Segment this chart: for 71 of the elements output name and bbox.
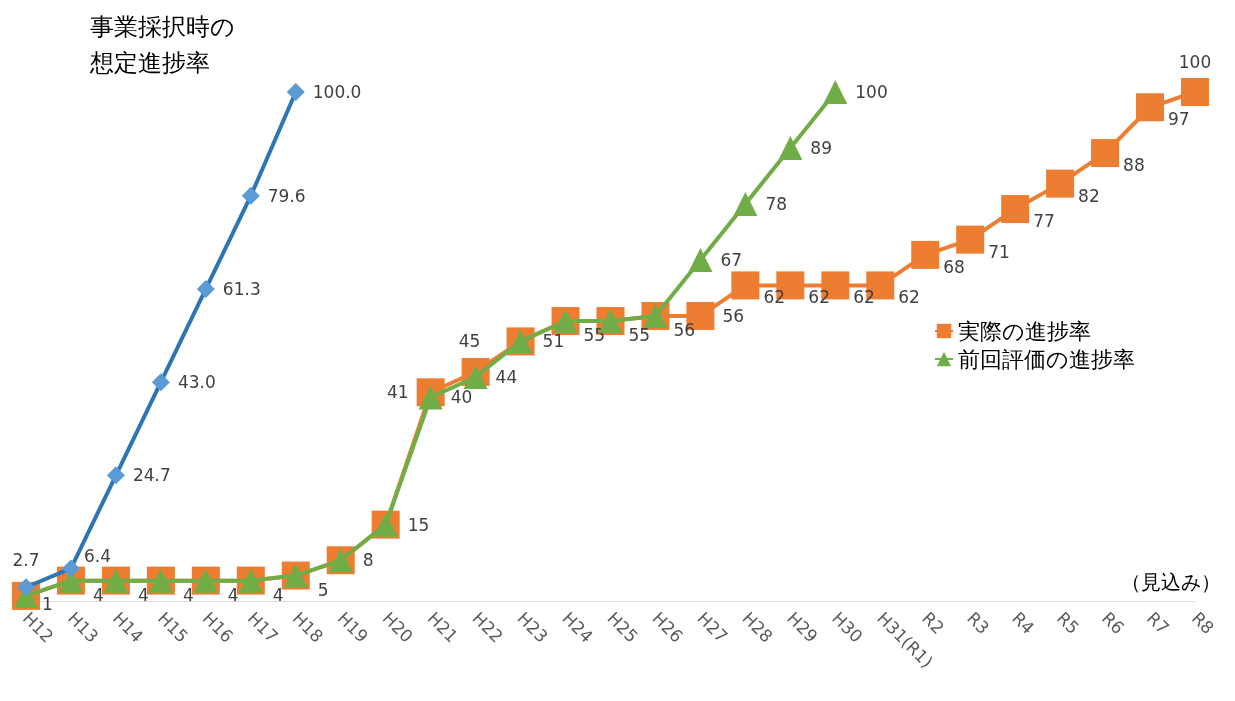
data-label: 4	[137, 584, 149, 605]
data-label: 71	[988, 241, 1010, 262]
data-label: 44	[495, 367, 518, 388]
point	[196, 279, 215, 298]
point	[151, 373, 170, 392]
point	[1046, 169, 1075, 198]
data-label: 15	[407, 514, 430, 535]
x-tick-label: R3	[963, 607, 994, 639]
data-label: 77	[1033, 211, 1055, 232]
x-tick-label: H27	[693, 607, 732, 647]
point	[956, 225, 985, 254]
data-label: 4	[227, 584, 239, 605]
x-tick-label: R8	[1187, 607, 1219, 639]
data-label: 62	[898, 287, 920, 308]
legend-label: 前回評価の進捗率	[958, 346, 1135, 372]
point	[911, 240, 940, 269]
data-label: 2.7	[12, 549, 40, 570]
data-label: 1	[42, 593, 53, 614]
data-label: 5	[317, 579, 329, 600]
data-label: 45	[458, 331, 481, 352]
data-label: 62	[853, 287, 875, 308]
point	[731, 271, 760, 300]
data-label: 56	[722, 305, 745, 326]
x-tick-label: R4	[1008, 607, 1039, 639]
point	[1136, 93, 1165, 122]
data-label: 51	[542, 331, 565, 352]
data-label: 79.6	[267, 185, 306, 206]
text: 事業採択時の想定進捗率	[89, 13, 235, 77]
x-tick-label: H17	[243, 607, 283, 647]
legend-label: 実際の進捗率	[958, 318, 1091, 344]
data-label: 4	[272, 584, 284, 605]
data-label: 4	[92, 584, 104, 605]
data-label: 78	[765, 193, 788, 214]
data-label: 62	[763, 287, 786, 308]
data-label: 88	[1123, 155, 1145, 176]
point	[1181, 78, 1209, 106]
point	[286, 83, 305, 101]
data-label: 100.0	[312, 82, 362, 102]
point	[1091, 139, 1120, 168]
x-tick-label: R5	[1053, 607, 1084, 639]
data-label: 6.4	[83, 546, 112, 567]
x-tick-label: R7	[1142, 607, 1174, 639]
annotation: （見込み）	[1121, 570, 1221, 594]
data-label: 89	[810, 137, 832, 158]
data-label: 68	[943, 256, 965, 277]
data-label: 82	[1078, 185, 1100, 206]
data-label: 24.7	[132, 465, 171, 486]
data-label: 62	[808, 287, 830, 308]
data-label: 55	[628, 325, 651, 346]
data-label: 40	[450, 387, 473, 408]
data-label: 41	[387, 382, 409, 403]
data-label: 4	[182, 584, 194, 605]
point	[778, 135, 803, 160]
point	[61, 559, 80, 578]
data-label: 97	[1168, 109, 1190, 130]
data-label: 61.3	[222, 278, 261, 299]
point	[463, 365, 488, 390]
point	[733, 191, 758, 216]
data-label: 100	[855, 82, 888, 102]
point	[418, 385, 443, 410]
point	[106, 466, 125, 485]
data-label: 67	[720, 249, 743, 270]
data-label: 8	[362, 550, 374, 571]
data-label: 43.0	[177, 372, 216, 393]
x-tick-label: R6	[1098, 607, 1129, 639]
data-label: 56	[673, 319, 696, 340]
point	[1001, 195, 1030, 224]
point	[823, 80, 848, 104]
point	[241, 186, 260, 205]
point	[688, 247, 713, 272]
data-label: 100	[1178, 51, 1212, 72]
